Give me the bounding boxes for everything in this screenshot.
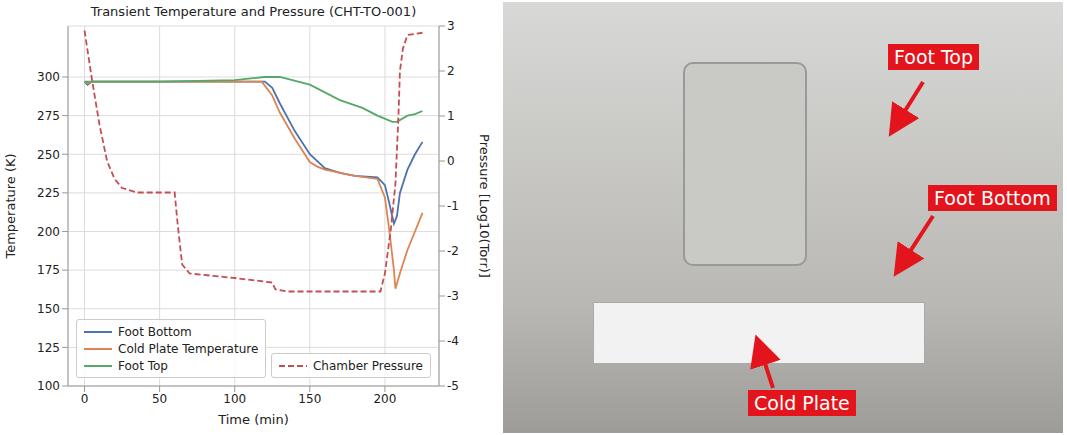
svg-text:1: 1: [447, 109, 455, 123]
svg-text:100: 100: [223, 392, 246, 406]
svg-text:Time (min): Time (min): [217, 412, 289, 427]
svg-text:0: 0: [447, 154, 455, 168]
svg-text:225: 225: [37, 186, 60, 200]
html-text:Foot Bottom: Foot Bottom: [934, 187, 1051, 209]
svg-text:-3: -3: [447, 289, 459, 303]
svg-text:300: 300: [37, 70, 60, 84]
svg-text:-1: -1: [447, 199, 459, 213]
html-text:Cold Plate: Cold Plate: [754, 392, 850, 414]
svg-text:275: 275: [37, 109, 60, 123]
svg-text:125: 125: [37, 341, 60, 355]
html-text:Transient Temperature and Pres: Transient Temperature and Pressure (CHT-…: [90, 4, 417, 19]
svg-text:150: 150: [37, 302, 60, 316]
svg-text:-4: -4: [447, 334, 459, 348]
svg-text:Temperature (K): Temperature (K): [3, 153, 18, 259]
svg-text:3: 3: [447, 19, 455, 33]
svg-text:50: 50: [152, 392, 167, 406]
svg-text:150: 150: [298, 392, 321, 406]
svg-text:200: 200: [373, 392, 396, 406]
html-text:Cold Plate Temperature: Cold Plate Temperature: [118, 341, 259, 356]
html-text:Foot Top: Foot Top: [894, 46, 974, 68]
html-text:Foot Bottom: Foot Bottom: [118, 324, 192, 339]
svg-text:2: 2: [447, 64, 455, 78]
html-text:Chamber Pressure: Chamber Pressure: [313, 358, 423, 373]
svg-text:100: 100: [37, 379, 60, 393]
svg-text:0: 0: [81, 392, 89, 406]
svg-text:Pressure [Log10(Torr)]: Pressure [Log10(Torr)]: [477, 134, 492, 278]
svg-text:175: 175: [37, 263, 60, 277]
svg-text:-2: -2: [447, 244, 459, 258]
html-text:Foot Top: Foot Top: [118, 358, 168, 373]
svg-text:250: 250: [37, 148, 60, 162]
svg-text:200: 200: [37, 225, 60, 239]
svg-text:-5: -5: [447, 379, 459, 393]
